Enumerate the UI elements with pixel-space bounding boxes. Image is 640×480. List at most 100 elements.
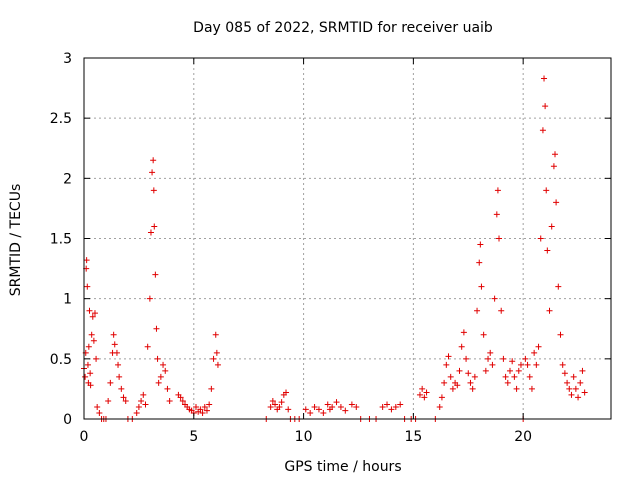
data-point (443, 361, 450, 368)
data-point (283, 389, 290, 396)
data-point (203, 407, 210, 414)
data-point (153, 325, 160, 332)
data-point (118, 385, 125, 392)
data-point (477, 241, 484, 248)
data-point (509, 358, 516, 365)
data-point (276, 403, 283, 410)
data-point (149, 169, 156, 176)
data-point (419, 385, 426, 392)
data-point (581, 389, 588, 396)
data-point (480, 331, 487, 338)
data-point (164, 385, 171, 392)
data-point (524, 361, 531, 368)
data-point (476, 259, 483, 266)
data-point (88, 331, 95, 338)
data-point (423, 389, 430, 396)
data-point (561, 370, 568, 377)
data-point (522, 355, 529, 362)
data-point (348, 401, 355, 408)
data-point (94, 403, 101, 410)
y-tick-label: 3 (63, 51, 72, 67)
axis-ticks: 0 5 10 15 20 0 0.5 1 1.5 2 2.5 3 (50, 51, 611, 445)
data-point (307, 409, 314, 416)
data-point (278, 399, 285, 406)
data-point (150, 157, 157, 164)
data-point (160, 361, 167, 368)
data-point (122, 397, 129, 404)
data-point (454, 382, 461, 389)
data-point (456, 367, 463, 374)
data-point (546, 307, 553, 314)
data-point (192, 403, 199, 410)
data-point (502, 373, 509, 380)
data-point (84, 361, 91, 368)
y-tick-label: 0.5 (50, 352, 72, 368)
data-point (144, 343, 151, 350)
data-point (506, 367, 513, 374)
data-point (285, 406, 292, 413)
x-axis-label: GPS time / hours (284, 459, 401, 475)
data-point (572, 385, 579, 392)
data-point (179, 397, 186, 404)
data-point (84, 283, 91, 290)
data-point (269, 397, 276, 404)
data-point (82, 373, 89, 380)
data-point (566, 385, 573, 392)
data-point (90, 337, 97, 344)
data-point (147, 229, 154, 236)
data-point (110, 331, 117, 338)
data-point (388, 406, 395, 413)
data-point (135, 403, 142, 410)
data-point (333, 399, 340, 406)
data-point (379, 403, 386, 410)
data-point (416, 391, 423, 398)
data-point (162, 367, 169, 374)
data-point (337, 403, 344, 410)
y-tick-label: 1.5 (50, 232, 72, 248)
data-point (513, 385, 520, 392)
data-point (214, 361, 221, 368)
data-point (570, 373, 577, 380)
data-point (436, 403, 443, 410)
y-axis-label: SRMTID / TECUs (8, 184, 24, 297)
data-point (320, 409, 327, 416)
x-tick-label: 0 (80, 429, 89, 445)
data-point (206, 401, 213, 408)
x-tick-label: 15 (404, 429, 422, 445)
data-point (120, 394, 127, 401)
data-point (138, 397, 145, 404)
data-point (210, 355, 217, 362)
data-point (89, 313, 96, 320)
data-point (87, 382, 94, 389)
data-point (445, 353, 452, 360)
data-point (577, 379, 584, 386)
data-point (87, 370, 94, 377)
data-points (81, 75, 588, 422)
data-point (496, 235, 503, 242)
data-point (140, 391, 147, 398)
y-tick-label: 0 (63, 412, 72, 428)
data-point (482, 367, 489, 374)
data-point (96, 409, 103, 416)
data-point (133, 409, 140, 416)
data-point (542, 103, 549, 110)
data-point (550, 163, 557, 170)
data-point (150, 187, 157, 194)
data-point (113, 349, 120, 356)
data-point (568, 391, 575, 398)
data-point (575, 394, 582, 401)
data-point (494, 187, 501, 194)
data-point (324, 401, 331, 408)
data-point (329, 403, 336, 410)
data-point (537, 235, 544, 242)
data-point (489, 361, 496, 368)
data-point (460, 329, 467, 336)
data-point (539, 127, 546, 134)
data-point (197, 406, 204, 413)
data-point (397, 401, 404, 408)
data-point (199, 409, 206, 416)
data-point (465, 370, 472, 377)
data-point (146, 295, 153, 302)
data-point (384, 401, 391, 408)
